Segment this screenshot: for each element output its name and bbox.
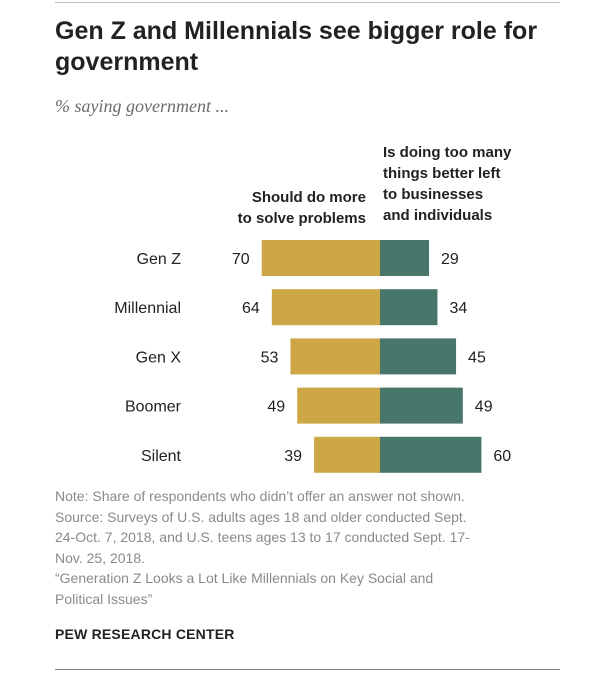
report-title-line: “Generation Z Looks a Lot Like Millennia… — [55, 570, 434, 587]
bar-should-do-more — [271, 289, 380, 326]
category-label: Gen X — [136, 349, 182, 366]
value-label-should-do-more: 64 — [242, 300, 260, 317]
source-line: 24-Oct. 7, 2018, and U.S. teens ages 13 … — [55, 529, 470, 546]
chart-title: Gen Z and Millennials see bigger role fo… — [55, 17, 538, 76]
category-label: Gen Z — [137, 251, 182, 268]
report-title-line: Political Issues” — [55, 590, 153, 607]
left-series-header: Should do more to solve problems — [160, 187, 366, 229]
bar-should-do-more — [261, 240, 380, 276]
value-label-doing-too-many: 45 — [468, 349, 486, 366]
chart-subtitle: % saying government ... — [55, 96, 229, 116]
value-label-should-do-more: 39 — [284, 448, 302, 465]
right-header-line: Is doing too many — [383, 144, 512, 161]
chart-notes: Note: Share of respondents who didn’t of… — [55, 486, 585, 610]
bar-should-do-more — [314, 436, 380, 473]
category-label: Millennial — [114, 300, 181, 317]
category-label: Boomer — [125, 399, 182, 416]
bar-doing-too-many — [380, 338, 457, 375]
value-label-doing-too-many: 49 — [475, 399, 493, 416]
bar-doing-too-many — [380, 240, 430, 276]
right-header-line: things better left — [383, 165, 501, 182]
category-label: Silent — [141, 448, 182, 465]
top-divider — [55, 2, 560, 3]
source-line: Nov. 25, 2018. — [55, 549, 146, 566]
right-header-line: to businesses — [383, 186, 484, 203]
bar-should-do-more — [297, 387, 380, 424]
diverging-bar-chart: Gen Z 70 29 Millennial 64 34 Gen X 53 45 Boomer 49… — [114, 240, 511, 473]
source-line: Source: Surveys of U.S. adults ages 18 a… — [55, 508, 467, 525]
value-label-doing-too-many: 29 — [441, 251, 459, 268]
value-label-doing-too-many: 34 — [449, 300, 467, 317]
bar-doing-too-many — [380, 436, 482, 473]
value-label-should-do-more: 49 — [267, 399, 285, 416]
value-label-doing-too-many: 60 — [493, 448, 511, 465]
bar-doing-too-many — [380, 387, 463, 424]
note-line: Note: Share of respondents who didn’t of… — [55, 488, 465, 504]
bottom-divider — [55, 669, 560, 670]
right-header-line: and individuals — [383, 207, 493, 224]
left-header-line: to solve problems — [237, 210, 366, 227]
value-label-should-do-more: 70 — [232, 251, 250, 268]
right-series-header: Is doing too many things better left to … — [383, 142, 583, 226]
value-label-should-do-more: 53 — [261, 349, 279, 366]
bar-doing-too-many — [380, 289, 438, 326]
credit-label: PEW RESEARCH CENTER — [55, 626, 235, 642]
left-header-line: Should do more — [251, 189, 366, 206]
bar-should-do-more — [290, 338, 380, 375]
